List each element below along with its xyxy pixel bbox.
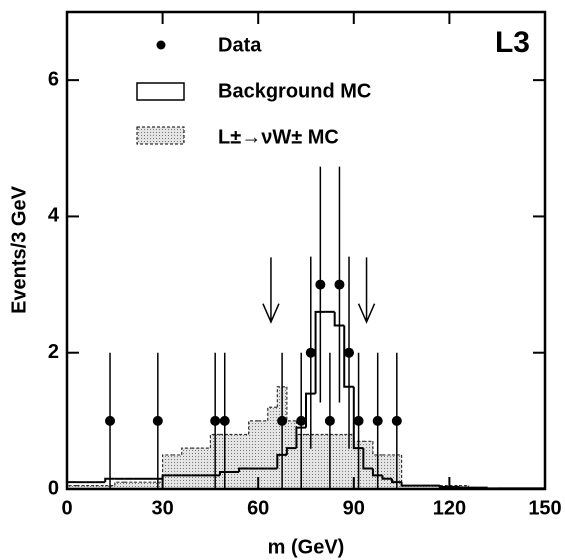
signal-bin [248,420,259,489]
signal-bin [306,434,316,489]
signal-bin [124,482,134,489]
x-tick-label: 120 [433,497,466,519]
data-point [353,415,364,426]
legend-label: L±→νW± MC [218,126,339,148]
signal-bin [411,485,421,489]
signal-outline [267,406,278,421]
background-bin [276,453,287,469]
background-bin [362,448,373,470]
signal-bin [229,434,240,489]
data-point [277,415,288,426]
legend-marker [156,40,166,50]
data-point [324,415,335,426]
signal-bin [363,441,373,489]
x-tick-label: 30 [151,497,173,519]
background-bin [218,470,230,476]
signal-bin [430,485,440,489]
background-bin [400,482,412,487]
data-point [391,415,402,426]
background-bin [371,468,383,477]
background-bin [438,485,450,488]
y-tick-label: 2 [48,341,59,363]
signal-bin [191,448,201,489]
signal-outline [181,447,192,455]
background-bin [285,447,297,455]
signal-bin [267,407,278,489]
data-point [210,415,221,426]
signal-bin [344,434,354,489]
background-bin [305,392,316,428]
signal-outline [401,454,412,487]
x-tick-label: 60 [247,497,269,519]
data-point [372,415,383,426]
background-bin [295,426,306,449]
signal-outline [162,454,173,483]
signal-bin [114,482,125,489]
y-axis-label: Events/3 GeV [8,185,30,314]
signal-outline [372,441,383,456]
signal-bin [315,434,326,489]
cut-arrow [357,257,376,324]
x-axis-label: m (GeV) [268,536,345,558]
y-tick-label: 6 [48,68,59,90]
legend-label: Background MC [218,80,371,102]
signal-bin [258,420,268,489]
cut-arrow [262,257,280,324]
signal-bin [286,420,297,489]
signal-bin [67,485,77,489]
y-tick-label: 0 [48,477,59,499]
data-point [219,415,230,426]
signal-bin [334,434,345,489]
signal-outline [209,433,220,449]
data-point [305,347,316,358]
data-point [315,279,326,290]
signal-bin [181,448,192,489]
background-bin [457,486,469,489]
signal-bin [143,482,154,489]
background-bin [238,467,249,472]
background-bin [391,478,402,484]
data-point [105,415,116,426]
background-bin [314,310,326,394]
signal-outline [248,420,259,435]
signal-bin [401,485,412,489]
signal-bin [172,454,182,489]
signal-bin [239,434,249,489]
background-bin [333,311,345,327]
background-bin [343,325,354,388]
signal-outline [276,386,287,408]
data-point [344,347,355,358]
legend-marker [136,126,185,145]
background-bin [381,475,393,480]
signal-bin [86,485,96,489]
signal-bin [76,485,87,489]
signal-bin [162,454,173,489]
signal-outline [295,420,306,436]
y-tick-label: 4 [48,205,60,227]
x-tick-label: 0 [61,497,72,519]
legend-marker [136,82,185,101]
x-tick-label: 90 [343,497,365,519]
signal-bin [382,454,393,489]
data-point [334,279,345,290]
legend-label: Data [218,34,262,56]
data-point [296,415,307,426]
data-point [152,415,163,426]
plot-frame [65,10,547,491]
background-bin [352,386,364,450]
background-bin [104,477,115,483]
signal-bin [133,482,144,489]
signal-bin [200,448,211,489]
signal-bin [420,485,431,489]
signal-outline [114,481,125,486]
x-tick-label: 150 [528,497,561,519]
signal-bin [95,485,106,489]
experiment-label: L3 [495,26,530,59]
signal-outline [286,386,297,422]
